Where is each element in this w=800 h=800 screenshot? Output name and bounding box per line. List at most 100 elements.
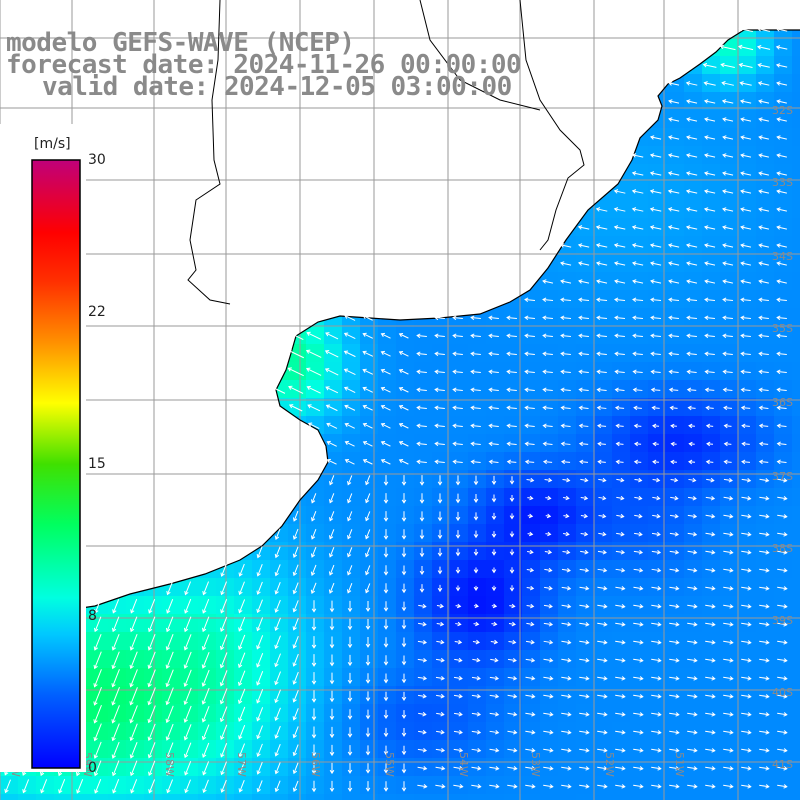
speed-cell — [612, 758, 631, 777]
wind-arrow — [686, 135, 698, 140]
wind-arrow — [615, 459, 624, 465]
wind-arrow — [347, 691, 353, 702]
speed-cell — [738, 506, 757, 525]
speed-cell — [360, 686, 379, 705]
wind-arrow — [292, 653, 299, 667]
speed-cell — [360, 362, 379, 381]
speed-cell — [504, 362, 523, 381]
wind-arrow — [651, 604, 662, 609]
speed-cell — [720, 668, 739, 687]
speed-cell — [504, 650, 523, 669]
wind-arrow — [453, 729, 463, 735]
wind-arrow — [777, 640, 788, 645]
speed-cell — [396, 776, 415, 795]
wind-arrow — [652, 441, 659, 447]
speed-cell — [684, 74, 703, 93]
wind-arrow — [597, 712, 608, 717]
speed-cell — [468, 488, 487, 507]
wind-arrow — [615, 640, 626, 645]
speed-cell — [234, 632, 253, 651]
speed-cell — [684, 632, 703, 651]
latitude-label: 36S — [772, 396, 793, 409]
speed-cell — [198, 578, 217, 597]
wind-arrow — [651, 549, 662, 555]
speed-cell — [198, 650, 217, 669]
wind-arrow — [325, 386, 339, 394]
speed-cell — [594, 434, 613, 453]
wind-arrow — [383, 511, 389, 522]
speed-cell — [108, 614, 127, 633]
wind-arrow — [401, 547, 407, 558]
wind-arrow — [292, 708, 299, 721]
wind-arrow — [706, 477, 715, 483]
speed-cell — [630, 218, 649, 237]
wind-arrow — [202, 598, 210, 614]
speed-cell — [558, 668, 577, 687]
speed-cell — [720, 344, 739, 363]
speed-cell — [702, 362, 721, 381]
border-line — [519, 0, 585, 251]
speed-cell — [576, 542, 595, 561]
wind-arrow — [543, 784, 554, 789]
wind-arrow — [543, 730, 554, 735]
wind-arrow — [147, 651, 156, 670]
speed-cell — [756, 164, 775, 183]
speed-cell — [468, 344, 487, 363]
speed-cell — [774, 326, 793, 345]
wind-arrow — [274, 744, 281, 757]
wind-arrow — [704, 387, 715, 393]
speed-cell — [720, 776, 739, 795]
speed-cell — [270, 506, 289, 525]
speed-cell — [666, 164, 685, 183]
wind-arrow — [722, 333, 733, 339]
wind-arrow — [723, 658, 734, 663]
wind-arrow — [740, 135, 752, 140]
speed-cell — [468, 362, 487, 381]
speed-cell — [396, 380, 415, 399]
speed-cell — [486, 470, 505, 489]
speed-cell — [702, 758, 721, 777]
wind-arrow — [527, 531, 534, 537]
speed-cell — [36, 776, 55, 795]
speed-cell — [594, 488, 613, 507]
wind-arrow — [649, 135, 662, 140]
wind-arrow — [419, 529, 425, 540]
wind-arrow — [401, 511, 407, 522]
wind-arrow — [741, 676, 752, 681]
speed-cell — [666, 290, 685, 309]
wind-arrow — [543, 639, 554, 645]
speed-cell — [324, 362, 343, 381]
speed-cell — [702, 182, 721, 201]
speed-cell — [198, 794, 217, 800]
wind-arrow — [705, 712, 716, 717]
speed-cell — [774, 470, 793, 489]
wind-arrow — [455, 567, 461, 574]
wind-arrow — [329, 600, 335, 613]
speed-cell — [180, 686, 199, 705]
wind-arrow — [649, 189, 662, 194]
wind-arrow — [329, 744, 335, 757]
wind-arrow — [740, 333, 751, 339]
wind-arrow — [650, 297, 662, 303]
wind-arrow — [740, 297, 751, 303]
wind-arrow — [238, 634, 246, 650]
speed-cell — [684, 362, 703, 381]
wind-arrow — [270, 385, 286, 394]
speed-cell — [666, 776, 685, 795]
wind-arrow — [740, 243, 752, 248]
wind-arrow — [544, 549, 553, 555]
speed-cell — [126, 668, 145, 687]
speed-cell — [216, 794, 235, 800]
speed-cell — [774, 488, 793, 507]
speed-cell — [738, 596, 757, 615]
wind-arrow — [455, 585, 461, 592]
wind-arrow — [670, 459, 677, 465]
wind-arrow — [650, 333, 661, 339]
speed-cell — [684, 164, 703, 183]
wind-arrow — [201, 669, 210, 687]
speed-cell — [630, 596, 649, 615]
speed-cell — [774, 290, 793, 309]
colorbar-unit: [m/s] — [34, 136, 71, 152]
wind-arrow — [471, 766, 482, 771]
speed-cell — [684, 758, 703, 777]
